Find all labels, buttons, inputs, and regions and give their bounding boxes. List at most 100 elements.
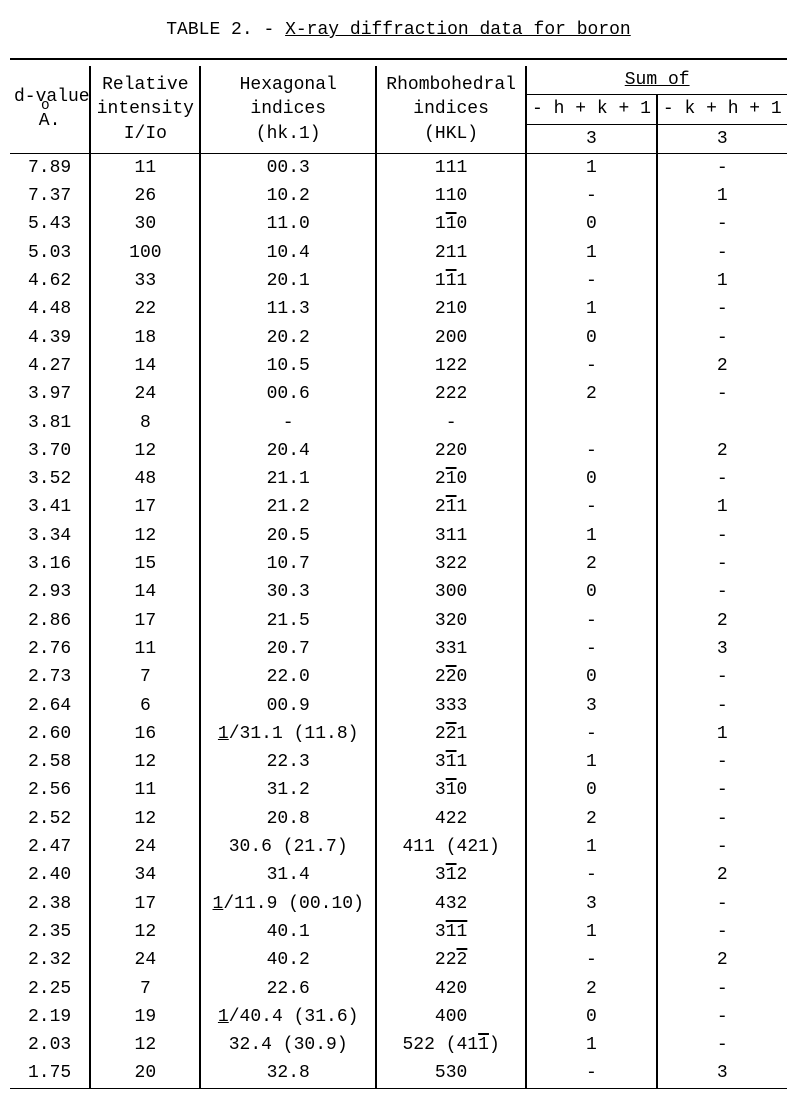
- table-cell: 20.5: [200, 522, 375, 550]
- table-cell: 1: [526, 295, 656, 323]
- xrd-table: d-value A. Relative intensity I/Io Hexag…: [10, 58, 787, 1089]
- table-cell: 420: [376, 975, 526, 1003]
- table-row: 4.391820.22000-: [10, 324, 787, 352]
- table-cell: 11.0: [200, 210, 375, 238]
- table-row: 5.433011.01100-: [10, 210, 787, 238]
- table-cell: 17: [90, 607, 200, 635]
- table-cell: 22: [90, 295, 200, 323]
- table-cell: 0: [526, 578, 656, 606]
- table-cell: -: [657, 550, 787, 578]
- table-cell: 1: [526, 239, 656, 267]
- table-cell: 3: [657, 1059, 787, 1088]
- table-cell: 2.93: [10, 578, 90, 606]
- table-cell: 530: [376, 1059, 526, 1088]
- table-cell: 432: [376, 890, 526, 918]
- table-cell: 111: [376, 267, 526, 295]
- table-cell: 22.3: [200, 748, 375, 776]
- table-row: 7.891100.31111-: [10, 153, 787, 182]
- table-cell: -: [657, 380, 787, 408]
- table-cell: -: [526, 182, 656, 210]
- table-cell: -: [657, 295, 787, 323]
- table-cell: 16: [90, 720, 200, 748]
- caption-prefix: TABLE 2. -: [166, 20, 285, 40]
- table-row: 2.351240.13111-: [10, 918, 787, 946]
- table-cell: 3: [526, 890, 656, 918]
- table-cell: -: [657, 324, 787, 352]
- table-cell: 2.03: [10, 1031, 90, 1059]
- table-row: 2.73722.02200-: [10, 663, 787, 691]
- table-cell: 322: [376, 550, 526, 578]
- table-row: 2.931430.33000-: [10, 578, 787, 606]
- table-cell: 2.60: [10, 720, 90, 748]
- table-cell: 0: [526, 1003, 656, 1031]
- table-cell: 2.32: [10, 946, 90, 974]
- table-cell: 3.70: [10, 437, 90, 465]
- table-row: 3.161510.73222-: [10, 550, 787, 578]
- table-cell: -: [657, 975, 787, 1003]
- table-cell: 311: [376, 918, 526, 946]
- table-cell: 19: [90, 1003, 200, 1031]
- table-cell: 10.4: [200, 239, 375, 267]
- table-cell: 2: [657, 352, 787, 380]
- table-cell: 210: [376, 295, 526, 323]
- col-sum2-l1: - k + h + 1: [657, 95, 787, 124]
- table-cell: 12: [90, 918, 200, 946]
- table-cell: 2.38: [10, 890, 90, 918]
- table-cell: 11.3: [200, 295, 375, 323]
- table-cell: 2.35: [10, 918, 90, 946]
- table-cell: -: [376, 409, 526, 437]
- table-row: 1.752032.8530-3: [10, 1059, 787, 1088]
- table-cell: 2: [657, 437, 787, 465]
- table-cell: 411 (421): [376, 833, 526, 861]
- table-cell: 220: [376, 437, 526, 465]
- table-cell: 22.6: [200, 975, 375, 1003]
- table-cell: 3.16: [10, 550, 90, 578]
- table-cell: 30: [90, 210, 200, 238]
- table-cell: 24: [90, 946, 200, 974]
- table-row: 2.403431.4312-2: [10, 861, 787, 889]
- table-cell: 8: [90, 409, 200, 437]
- table-cell: 312: [376, 861, 526, 889]
- table-cell: 5.43: [10, 210, 90, 238]
- table-row: 2.031232.4 (30.9)522 (411)1-: [10, 1031, 787, 1059]
- table-cell: 200: [376, 324, 526, 352]
- table-cell: 34: [90, 861, 200, 889]
- col-intensity-l2: intensity: [97, 99, 194, 119]
- table-cell: 7.89: [10, 153, 90, 182]
- table-row: 3.972400.62222-: [10, 380, 787, 408]
- table-cell: -: [526, 1059, 656, 1088]
- table-cell: 4.39: [10, 324, 90, 352]
- table-cell: 0: [526, 776, 656, 804]
- table-cell: 20.2: [200, 324, 375, 352]
- table-cell: 1: [526, 748, 656, 776]
- table-cell: 2.47: [10, 833, 90, 861]
- table-cell: 2: [526, 805, 656, 833]
- table-cell: -: [657, 833, 787, 861]
- table-cell: 3.97: [10, 380, 90, 408]
- table-cell: 15: [90, 550, 200, 578]
- table-cell: 26: [90, 182, 200, 210]
- table-cell: -: [657, 1003, 787, 1031]
- table-cell: -: [657, 1031, 787, 1059]
- table-cell: 12: [90, 805, 200, 833]
- table-cell: 320: [376, 607, 526, 635]
- table-cell: 1: [657, 267, 787, 295]
- table-cell: 1: [657, 720, 787, 748]
- table-row: 3.411721.2211-1: [10, 493, 787, 521]
- table-cell: 30.6 (21.7): [200, 833, 375, 861]
- table-row: 2.761120.7331-3: [10, 635, 787, 663]
- table-cell: -: [657, 663, 787, 691]
- table-cell: 2.64: [10, 692, 90, 720]
- table-cell: 2.86: [10, 607, 90, 635]
- table-cell: 21.5: [200, 607, 375, 635]
- table-cell: [657, 409, 787, 437]
- table-cell: 1: [526, 522, 656, 550]
- table-cell: 2.25: [10, 975, 90, 1003]
- table-cell: -: [657, 692, 787, 720]
- table-cell: 210: [376, 465, 526, 493]
- table-cell: 1.75: [10, 1059, 90, 1088]
- table-cell: 14: [90, 352, 200, 380]
- table-cell: 4.27: [10, 352, 90, 380]
- table-cell: 122: [376, 352, 526, 380]
- table-cell: 12: [90, 437, 200, 465]
